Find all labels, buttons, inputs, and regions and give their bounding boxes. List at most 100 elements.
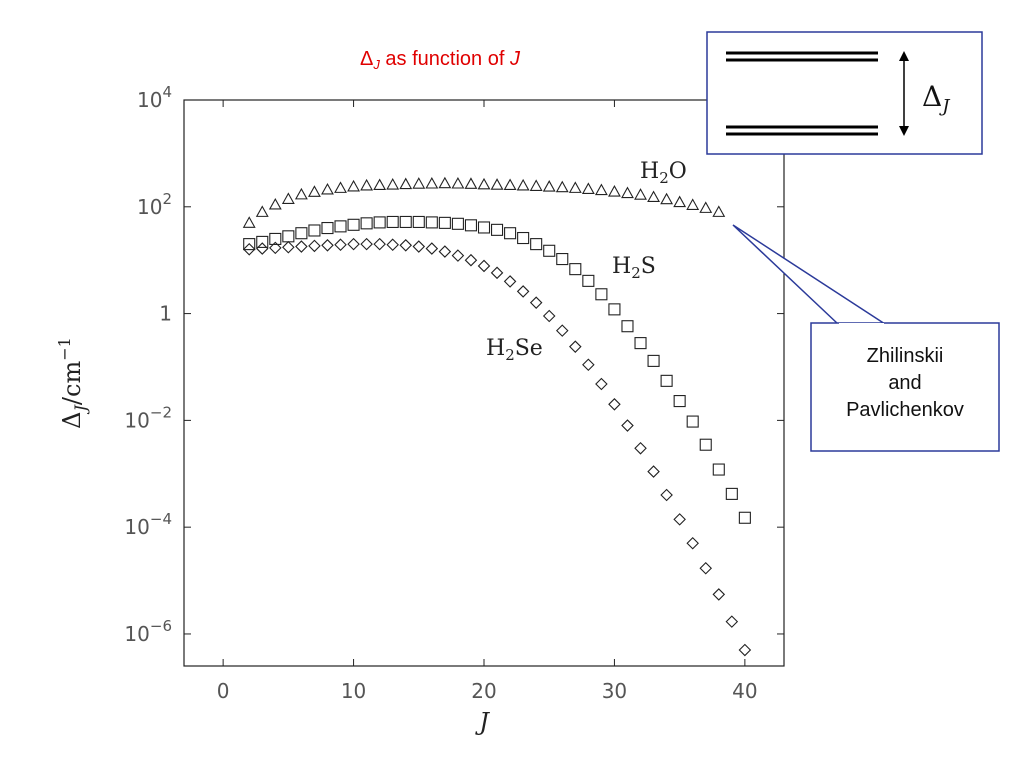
data-point-triangle (699, 201, 713, 213)
data-point-triangle (255, 205, 269, 217)
data-point-triangle (242, 216, 256, 228)
data-point-diamond (438, 245, 452, 258)
data-point-triangle (568, 181, 582, 193)
callout-box (810, 322, 1000, 452)
x-tick-label: 40 (732, 679, 757, 703)
y-axis-label-subscript: J (71, 403, 90, 414)
data-point-diamond (608, 398, 621, 411)
data-point-triangle (529, 179, 543, 191)
data-point-square (282, 230, 295, 243)
data-point-diamond (582, 358, 595, 372)
data-point-diamond (699, 561, 713, 575)
data-point-square (373, 216, 386, 229)
data-point-triangle (438, 176, 452, 189)
x-axis: 0 10 20 30 40 (217, 100, 758, 703)
chart-title: ΔJ as function of J (360, 48, 520, 72)
series-h2s (243, 215, 751, 524)
x-tick-label: 20 (471, 679, 496, 703)
y-tick-label: 10−6 (124, 617, 172, 646)
data-point-square (399, 215, 412, 229)
callout-line-3: Pavlichenkov (846, 399, 964, 421)
data-point-triangle (542, 180, 556, 192)
data-point-triangle (712, 205, 726, 217)
data-point-diamond (516, 285, 530, 298)
data-point-diamond (595, 377, 608, 391)
data-point-triangle (294, 187, 308, 200)
data-point-square (634, 337, 647, 350)
data-point-triangle (268, 197, 282, 210)
data-point-triangle (594, 183, 608, 196)
data-point-diamond (269, 241, 282, 255)
data-point-square (699, 438, 712, 451)
data-point-square (308, 224, 321, 237)
y-tick-label: 10−4 (124, 510, 172, 539)
data-point-triangle (621, 186, 634, 199)
title-subscript: J (373, 57, 380, 72)
data-point-triangle (347, 179, 360, 192)
data-point-triangle (373, 178, 387, 191)
data-point-diamond (295, 240, 308, 253)
data-point-diamond (673, 513, 686, 526)
data-point-diamond (542, 309, 556, 323)
data-point-diamond (321, 239, 334, 252)
data-point-diamond (621, 419, 634, 432)
data-point-square (243, 238, 256, 251)
arrow-head-up-icon (899, 51, 909, 61)
data-point-square (451, 217, 464, 230)
callout-line-2: and (888, 372, 921, 394)
data-point-diamond (242, 243, 256, 256)
title-variable: J (509, 48, 520, 70)
callout: Zhilinskii and Pavlichenkov (732, 224, 1000, 452)
data-point-diamond (503, 275, 517, 288)
data-point-triangle (673, 195, 687, 208)
series-label-h2s: H2S (612, 254, 656, 282)
data-point-square (517, 231, 530, 245)
data-point-square (738, 511, 751, 524)
data-point-diamond (425, 242, 439, 255)
data-point-diamond (555, 324, 569, 337)
data-point-diamond (569, 340, 582, 353)
data-point-diamond (464, 253, 478, 267)
inset-delta-label: ΔJ (922, 80, 951, 117)
data-point-diamond (738, 643, 752, 657)
x-axis-label: J (474, 708, 490, 736)
data-point-square (712, 463, 725, 476)
data-point-triangle (464, 177, 478, 189)
data-point-square (647, 354, 660, 367)
x-tick-label: 10 (341, 679, 366, 703)
data-point-triangle (399, 177, 413, 190)
y-axis: 104 102 1 10−2 10−4 10−6 (124, 83, 784, 646)
data-point-diamond (712, 588, 726, 601)
y-axis-label-unit: /cm (58, 361, 86, 406)
data-point-diamond (282, 240, 295, 254)
y-tick-label: 104 (137, 83, 172, 112)
data-point-square (438, 216, 451, 229)
data-point-triangle (281, 192, 295, 204)
data-point-square (621, 320, 634, 333)
y-axis-label-exponent: −1 (55, 337, 74, 361)
data-point-square (725, 487, 738, 500)
data-point-square (386, 215, 399, 229)
data-point-triangle (634, 188, 647, 200)
data-point-square (490, 223, 504, 236)
y-tick-label: 1 (159, 302, 172, 326)
data-point-diamond (412, 240, 426, 253)
svg-text:ΔJ/cm−1: ΔJ/cm−1 (55, 337, 90, 429)
data-point-diamond (451, 249, 465, 262)
data-point-square (660, 374, 673, 387)
data-point-diamond (529, 296, 543, 309)
series-label-h2se: H2Se (486, 336, 543, 364)
data-point-diamond (686, 536, 699, 550)
data-point-diamond (360, 237, 373, 251)
y-axis-label: ΔJ/cm−1 (55, 337, 90, 429)
data-point-triangle (321, 182, 334, 195)
data-point-diamond (373, 237, 386, 251)
data-point-triangle (477, 177, 491, 190)
data-point-triangle (308, 185, 321, 197)
data-point-square (504, 227, 517, 240)
data-point-triangle (425, 176, 439, 189)
data-point-square (530, 238, 543, 251)
data-point-diamond (386, 238, 399, 251)
callout-line-1: Zhilinskii (867, 345, 944, 367)
